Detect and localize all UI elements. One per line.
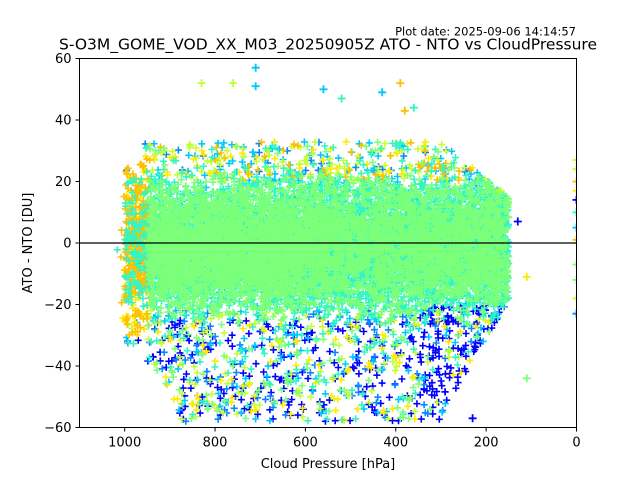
x-axis: 1000 800 600 400 200 0 [108, 427, 581, 451]
scatter-series-color-4 [143, 138, 513, 422]
chart-title: S-O3M_GOME_VOD_XX_M03_20250905Z ATO - NT… [59, 36, 597, 55]
edge-point [572, 275, 576, 284]
y-axis: −60 −40 −20 0 20 40 60 [44, 52, 80, 436]
x-tick-label: 1000 [108, 436, 141, 451]
outlier-point [197, 79, 206, 88]
y-tick-label: −40 [44, 360, 71, 375]
edge-point [572, 309, 576, 318]
outlier-point [400, 106, 409, 115]
x-axis-label: Cloud Pressure [hPa] [261, 457, 396, 472]
y-tick-label: 40 [55, 114, 72, 129]
outlier-point [522, 272, 531, 281]
outlier-point [396, 79, 405, 88]
edge-point [572, 235, 576, 244]
y-axis-label: ATO - NTO [DU] [21, 193, 36, 294]
outlier-point [229, 79, 238, 88]
outlier-point [468, 414, 477, 423]
x-tick-label: 800 [203, 436, 228, 451]
x-tick-label: 200 [474, 436, 499, 451]
x-tick-label: 600 [293, 436, 318, 451]
y-tick-label: 20 [55, 175, 72, 190]
edge-point [572, 165, 576, 174]
outlier-point [409, 103, 418, 112]
y-tick-label: 60 [55, 52, 72, 67]
scatter-points [113, 63, 576, 425]
y-tick-label: 0 [63, 237, 71, 252]
y-tick-label: −60 [44, 421, 71, 436]
plot-date: Plot date: 2025-09-06 14:14:57 [395, 25, 576, 39]
edge-point [572, 223, 576, 232]
outlier-point [513, 217, 522, 226]
outlier-point [378, 88, 387, 97]
edge-point [572, 260, 576, 269]
x-tick-label: 0 [572, 436, 580, 451]
outlier-point [495, 186, 504, 195]
outlier-point [319, 85, 328, 94]
x-tick-label: 400 [383, 436, 408, 451]
edge-point [572, 177, 576, 186]
outlier-point [522, 374, 531, 383]
outlier-point [337, 94, 346, 103]
outlier-point [251, 63, 260, 72]
edge-point [572, 156, 576, 164]
edge-point [572, 208, 576, 217]
edge-point [572, 294, 576, 303]
y-tick-label: −20 [44, 298, 71, 313]
outlier-point [251, 82, 260, 91]
edge-point [572, 195, 576, 204]
edge-point [572, 186, 576, 195]
